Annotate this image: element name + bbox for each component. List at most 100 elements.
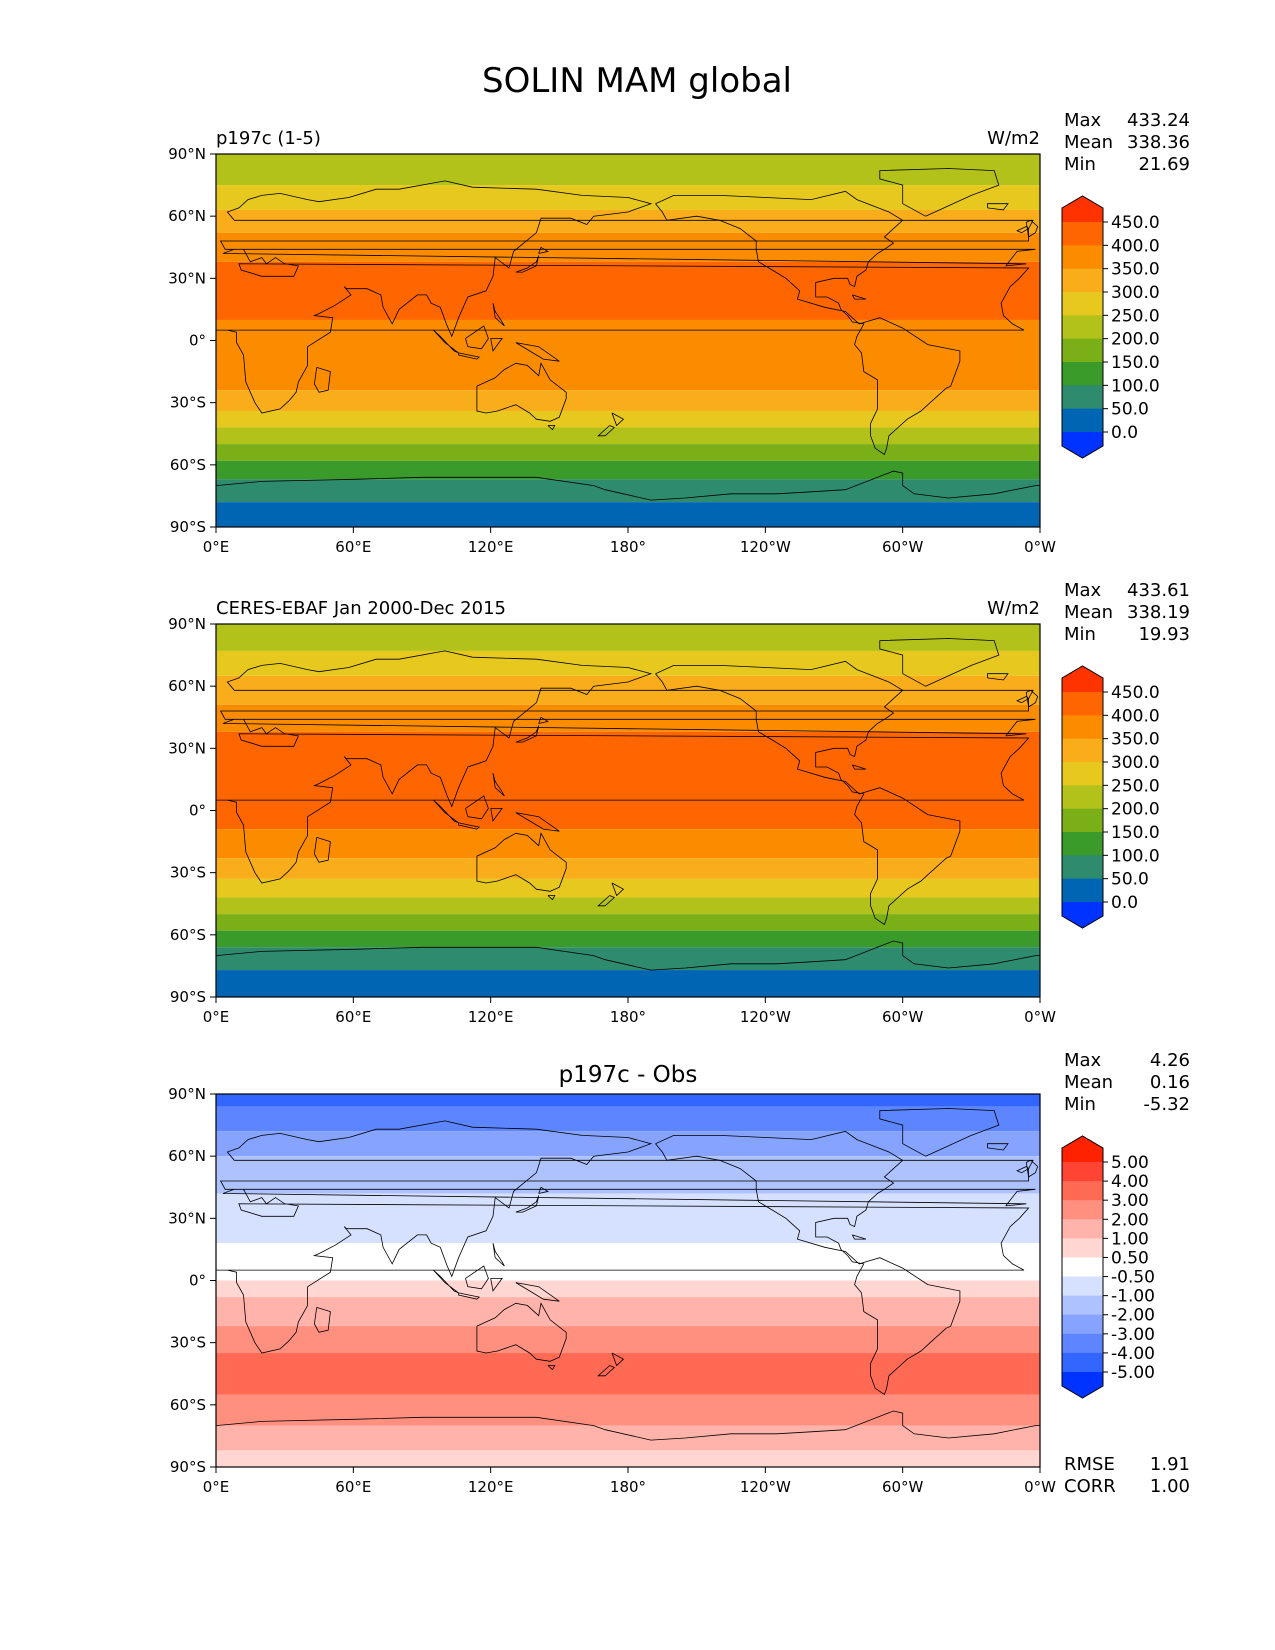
- y-tick-label: 90°N: [168, 1085, 206, 1103]
- field-band: [216, 410, 1040, 428]
- stat-label: Max: [1064, 580, 1102, 601]
- colorbar-segment: [1062, 808, 1103, 833]
- coastline: [490, 808, 503, 822]
- colorbar-label: 1.00: [1111, 1229, 1149, 1249]
- colorbar: 450.0 400.0 350.0 300.0 250.0 200.0 150.0 100.0…: [1061, 665, 1160, 929]
- panel-title: p197c - Obs: [559, 1062, 698, 1088]
- colorbar-label: 300.0: [1111, 753, 1160, 773]
- colorbar-label: 150.0: [1111, 823, 1160, 843]
- field-band: [216, 914, 1040, 931]
- colorbar-segment: [1062, 1257, 1103, 1278]
- y-tick-label: 60°S: [170, 1396, 206, 1414]
- x-tick-label: 0°W: [1024, 1478, 1056, 1496]
- field-band: [216, 444, 1040, 461]
- field-band: [216, 1353, 1040, 1395]
- field-band: [216, 1326, 1040, 1354]
- y-tick-label: 0°: [189, 332, 206, 350]
- colorbar-label: 0.50: [1111, 1248, 1149, 1268]
- colorbar-segment: [1062, 855, 1103, 880]
- x-tick-label: 120°W: [740, 538, 791, 556]
- x-tick-label: 60°W: [882, 538, 924, 556]
- colorbar-segment: [1062, 1181, 1103, 1201]
- field-band: [216, 479, 1040, 503]
- colorbar-label: 5.00: [1111, 1153, 1149, 1173]
- y-tick-label: 60°N: [168, 677, 206, 695]
- field-band: [216, 1094, 1040, 1107]
- colorbar-segment: [1062, 362, 1103, 386]
- coastline: [1016, 696, 1030, 704]
- coastline: [1025, 689, 1039, 708]
- coastline: [492, 773, 505, 797]
- units-label: W/m2: [987, 128, 1040, 149]
- colorbar-label: -3.00: [1111, 1325, 1155, 1345]
- y-tick-label: 30°N: [168, 269, 206, 287]
- coastline: [458, 352, 481, 360]
- coastline: [547, 1365, 556, 1371]
- colorbar-label: 200.0: [1111, 330, 1160, 350]
- coastline: [851, 764, 867, 770]
- x-tick-label: 120°E: [468, 1478, 514, 1496]
- coastlines: [216, 638, 1040, 997]
- x-tick-label: 60°E: [335, 1008, 371, 1026]
- coastline: [490, 1278, 503, 1292]
- colorbar-label: 2.00: [1111, 1210, 1149, 1230]
- field-band: [216, 829, 1040, 859]
- colorbar-label: 350.0: [1111, 730, 1160, 750]
- colorbar-label: 450.0: [1111, 213, 1160, 233]
- stat-label: Mean: [1064, 132, 1113, 153]
- y-tick-label: 90°S: [170, 988, 206, 1006]
- y-tick-label: 30°S: [170, 394, 206, 412]
- stat-value: 433.61: [1127, 580, 1190, 601]
- colorbar-outline: [1061, 665, 1104, 929]
- coastline: [655, 1130, 961, 1396]
- coastline: [433, 1269, 459, 1294]
- y-tick-label: 30°N: [168, 1209, 206, 1227]
- map-panel-2: 0°E 60°E 120°E 180° 120°W 60°W 0°W 90°N 60°N 30°N…: [168, 580, 1190, 1026]
- coastline: [547, 425, 556, 431]
- field-band: [216, 650, 1040, 676]
- stat-value: 21.69: [1138, 154, 1190, 175]
- field-band: [216, 209, 1040, 233]
- coastline: [465, 795, 489, 820]
- coastline: [515, 812, 560, 832]
- colorbar-segment: [1062, 408, 1103, 433]
- colorbar-segment: [1062, 385, 1103, 410]
- coastline: [611, 412, 625, 427]
- coastline: [492, 303, 505, 327]
- coastline: [1016, 1166, 1030, 1174]
- field-band: [216, 427, 1040, 445]
- colorbar-label: 0.0: [1111, 893, 1138, 913]
- y-tick-label: 30°N: [168, 739, 206, 757]
- y-tick-label: 30°S: [170, 864, 206, 882]
- stat-label: Min: [1064, 624, 1096, 645]
- coastline: [987, 203, 1009, 211]
- coastline: [879, 638, 1000, 687]
- y-tick-label: 30°S: [170, 1334, 206, 1352]
- coastline: [1016, 226, 1030, 234]
- x-tick-label: 0°E: [203, 1478, 230, 1496]
- x-tick-label: 120°W: [740, 1478, 791, 1496]
- colorbar-label: -1.00: [1111, 1287, 1155, 1307]
- colorbar-label: 50.0: [1111, 870, 1149, 890]
- coastline: [597, 425, 616, 437]
- x-tick-label: 60°E: [335, 1478, 371, 1496]
- footer-stat-value: 1.00: [1150, 1476, 1190, 1497]
- field-band: [216, 1193, 1040, 1244]
- colorbar-segment: [1062, 1219, 1103, 1239]
- stat-label: Mean: [1064, 602, 1113, 623]
- coastline: [538, 246, 549, 254]
- x-tick-label: 0°E: [203, 1008, 230, 1026]
- coastline: [611, 1352, 625, 1367]
- x-tick-label: 180°: [610, 1478, 646, 1496]
- coastline: [538, 1186, 549, 1194]
- coastline: [465, 325, 489, 350]
- colorbar-label: 250.0: [1111, 776, 1160, 796]
- colorbar-label: 250.0: [1111, 306, 1160, 326]
- colorbar-segment: [1062, 1314, 1103, 1335]
- colorbar-label: 50.0: [1111, 400, 1149, 420]
- colorbar-label: 400.0: [1111, 236, 1160, 256]
- stat-value: 433.24: [1127, 110, 1190, 131]
- coastline: [515, 1195, 540, 1213]
- coastline: [313, 367, 331, 393]
